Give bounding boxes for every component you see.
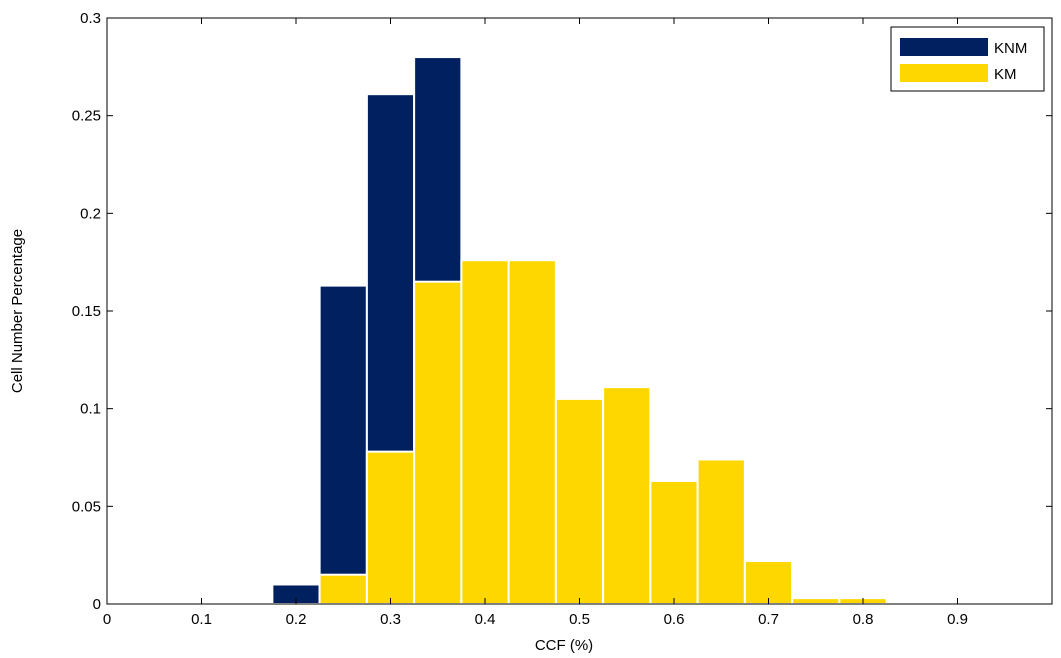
bar-km-4 [507,259,557,605]
y-tick-label: 0.15 [72,303,101,320]
bar-km-5 [554,397,605,605]
series-km-bars [318,259,888,606]
x-tick-label: 0.2 [286,611,307,628]
bar-km-1 [365,450,416,606]
y-tick-label: 0.2 [80,205,101,222]
legend-label-km: KM [994,66,1017,83]
y-tick-label: 0.25 [72,108,101,125]
y-tick-label: 0.3 [80,10,101,27]
bar-km-6 [602,386,652,605]
bar-km-3 [460,259,510,605]
y-axis: 0 0.05 0.1 0.15 0.2 0.25 0.3 [72,10,1052,613]
bar-km-0 [318,573,368,606]
x-tick-label: 0.4 [475,611,496,628]
bar-km-7 [649,479,699,605]
bar-km-8 [696,458,746,606]
bar-km-10 [791,597,841,606]
x-tick-label: 0.1 [191,611,212,628]
x-tick-label: 0 [103,611,111,628]
legend: KNM KM [890,26,1045,92]
bar-km-2 [413,280,463,605]
x-axis-label: CCF (%) [535,637,593,654]
x-tick-label: 0.5 [569,611,590,628]
bar-knm-1 [318,284,368,605]
legend-label-knm: KNM [994,40,1027,57]
x-tick-label: 0.8 [853,611,874,628]
x-tick-label: 0.9 [947,611,968,628]
bar-km-9 [743,560,794,606]
x-tick-label: 0.7 [758,611,779,628]
x-axis: 0 0.1 0.2 0.3 0.4 0.5 0.6 0.7 0.8 0.9 [103,18,968,628]
legend-swatch-knm [900,38,988,56]
x-tick-label: 0.6 [664,611,685,628]
y-tick-label: 0 [93,596,101,613]
x-tick-label: 0.3 [380,611,401,628]
y-tick-label: 0.1 [80,401,101,418]
y-axis-label: Cell Number Percentage [9,229,26,393]
legend-swatch-km [900,64,988,82]
y-tick-label: 0.05 [72,498,101,515]
